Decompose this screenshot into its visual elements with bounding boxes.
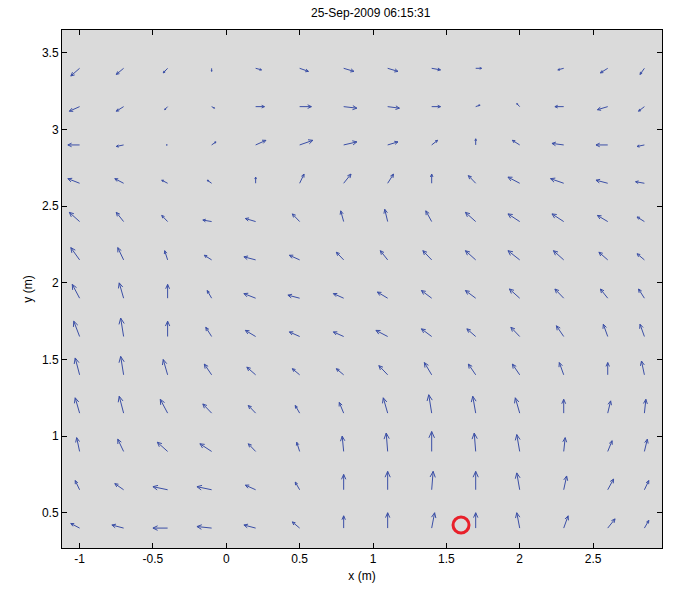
- svg-text:1: 1: [52, 429, 59, 443]
- svg-text:0: 0: [223, 552, 230, 566]
- svg-text:2: 2: [52, 276, 59, 290]
- svg-text:0.5: 0.5: [291, 552, 308, 566]
- svg-text:-0.5: -0.5: [143, 552, 164, 566]
- svg-text:2: 2: [516, 552, 523, 566]
- svg-text:25-Sep-2009 06:15:31: 25-Sep-2009 06:15:31: [311, 6, 431, 20]
- svg-text:1.5: 1.5: [438, 552, 455, 566]
- svg-text:2.5: 2.5: [585, 552, 602, 566]
- svg-text:3.5: 3.5: [42, 46, 59, 60]
- svg-text:3: 3: [52, 123, 59, 137]
- svg-text:0.5: 0.5: [42, 506, 59, 520]
- svg-text:y (m): y (m): [21, 275, 35, 302]
- svg-text:1: 1: [370, 552, 377, 566]
- svg-text:x (m): x (m): [348, 569, 375, 583]
- svg-text:1.5: 1.5: [42, 353, 59, 367]
- svg-text:-1: -1: [74, 552, 85, 566]
- svg-text:2.5: 2.5: [42, 199, 59, 213]
